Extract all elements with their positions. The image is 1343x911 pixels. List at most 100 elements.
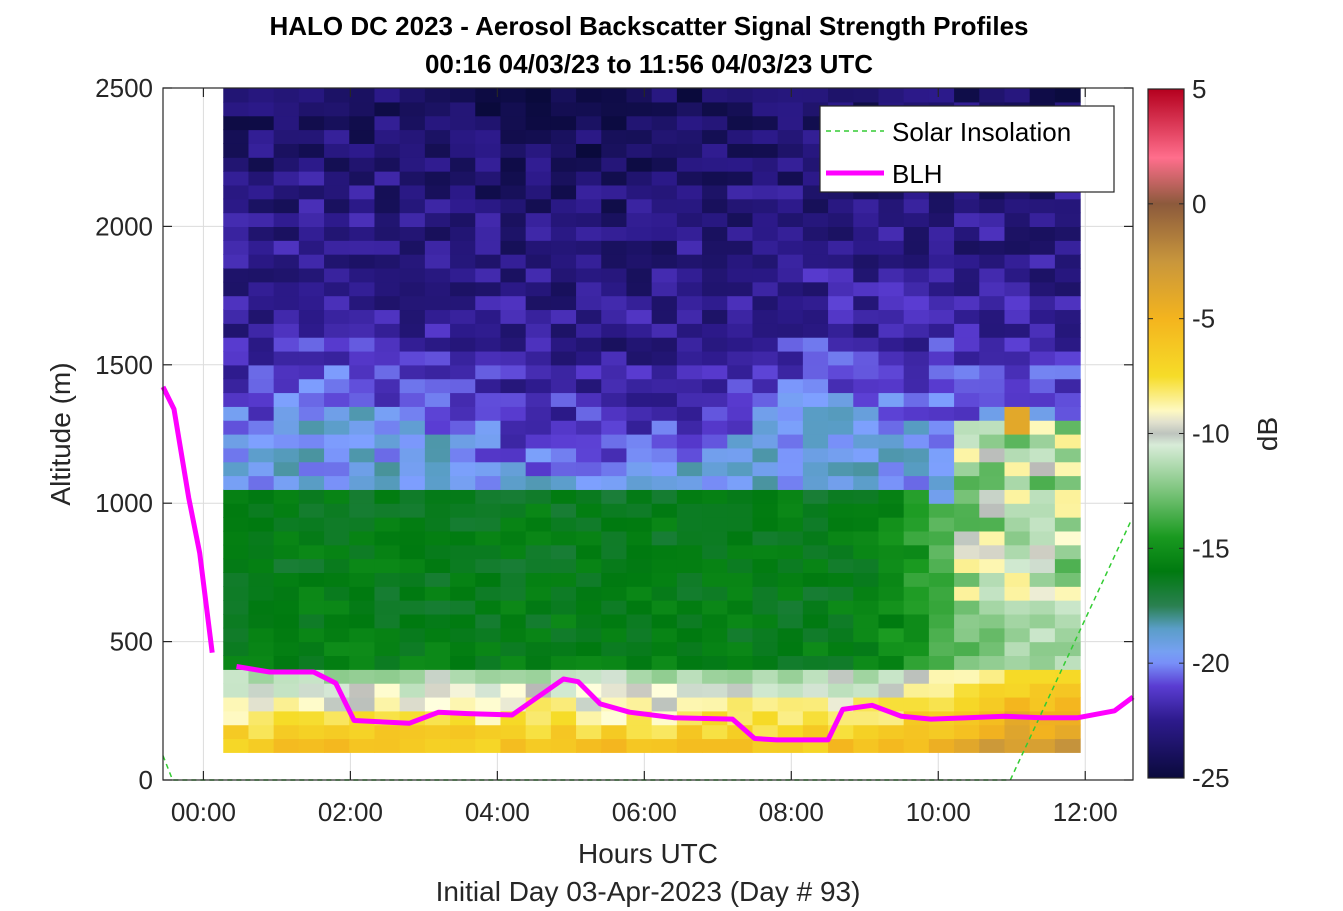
heatmap-cell: [928, 240, 955, 255]
heatmap-cell: [1029, 309, 1056, 324]
heatmap-cell: [903, 669, 930, 684]
heatmap-cell: [374, 627, 401, 643]
heatmap-cell: [954, 544, 980, 560]
heatmap-cell: [1054, 406, 1081, 421]
heatmap-cell: [273, 392, 300, 407]
heatmap-cell: [1004, 88, 1031, 103]
heatmap-cell: [450, 309, 476, 324]
heatmap-cell: [702, 738, 728, 753]
heatmap-cell: [1004, 281, 1031, 297]
heatmap-cell: [273, 129, 300, 144]
heatmap-cell: [601, 641, 628, 657]
heatmap-cell: [702, 683, 728, 698]
heatmap-cell: [475, 88, 502, 103]
heatmap-cell: [1004, 420, 1031, 435]
heatmap-cell: [550, 434, 577, 449]
heatmap-cell: [399, 226, 426, 241]
heatmap-cell: [324, 613, 350, 629]
heatmap-cell: [525, 544, 552, 560]
heatmap-cell: [626, 101, 653, 117]
heatmap-cell: [576, 738, 602, 753]
heatmap-cell: [450, 544, 476, 560]
heatmap-cell: [223, 88, 250, 103]
heatmap-cell: [1054, 558, 1081, 573]
heatmap-cell: [601, 627, 628, 643]
heatmap-cell: [752, 461, 779, 477]
heatmap-cell: [298, 240, 325, 255]
heatmap-cell: [223, 254, 250, 269]
heatmap-cell: [828, 364, 854, 380]
heatmap-cell: [676, 669, 703, 684]
heatmap-cell: [576, 198, 602, 214]
heatmap-cell: [248, 544, 275, 560]
heatmap-cell: [1004, 558, 1031, 573]
heatmap-cell: [1004, 378, 1031, 394]
heatmap-cell: [903, 254, 930, 269]
colorbar-tick-label: -5: [1192, 304, 1215, 334]
heatmap-cell: [928, 378, 955, 394]
heatmap-cell: [626, 295, 653, 311]
heatmap-cell: [223, 641, 250, 657]
heatmap-cell: [374, 544, 401, 560]
heatmap-cell: [424, 157, 451, 172]
heatmap-cell: [576, 710, 602, 726]
heatmap-cell: [248, 572, 275, 587]
heatmap-cell: [450, 572, 476, 587]
heatmap-cell: [878, 309, 905, 324]
heatmap-cell: [475, 309, 502, 324]
heatmap-cell: [223, 572, 250, 587]
heatmap-cell: [576, 184, 602, 200]
heatmap-cell: [475, 475, 502, 490]
heatmap-cell: [777, 240, 804, 255]
heatmap-cell: [273, 489, 300, 504]
heatmap-cell: [324, 392, 350, 407]
heatmap-cell: [550, 738, 577, 753]
heatmap-cell: [853, 364, 880, 380]
heatmap-cell: [576, 392, 602, 407]
heatmap-cell: [273, 309, 300, 324]
heatmap-cell: [777, 655, 804, 670]
heatmap-cell: [676, 586, 703, 601]
heatmap-cell: [525, 129, 552, 144]
heatmap-cell: [752, 586, 779, 601]
legend[interactable]: Solar Insolation BLH: [819, 105, 1115, 193]
heatmap-cell: [349, 641, 376, 657]
heatmap-cell: [576, 350, 602, 366]
heatmap-cell: [450, 669, 476, 684]
heatmap-cell: [626, 378, 653, 394]
heatmap-cell: [374, 447, 401, 463]
heatmap-cell: [802, 378, 829, 394]
heatmap-cell: [475, 226, 502, 241]
heatmap-cell: [702, 254, 728, 269]
heatmap-cell: [248, 254, 275, 269]
heatmap-cell: [928, 600, 955, 615]
heatmap-cell: [550, 724, 577, 740]
heatmap-cell: [424, 350, 451, 366]
heatmap-cell: [601, 724, 628, 740]
heatmap-cell: [752, 323, 779, 338]
heatmap-cell: [475, 157, 502, 172]
heatmap-cell: [223, 157, 250, 172]
heatmap-cell: [525, 517, 552, 532]
heatmap-cell: [676, 101, 703, 117]
heatmap-cell: [450, 157, 476, 172]
heatmap-cell: [550, 350, 577, 366]
heatmap-cell: [651, 392, 678, 407]
heatmap-cell: [979, 586, 1006, 601]
heatmap-cell: [223, 724, 250, 740]
heatmap-cell: [525, 613, 552, 629]
heatmap-cell: [475, 295, 502, 311]
heatmap-cell: [727, 696, 754, 712]
heatmap-cell: [223, 281, 250, 297]
heatmap-cell: [298, 655, 325, 670]
heatmap-cell: [1004, 586, 1031, 601]
heatmap-cell: [802, 323, 829, 338]
heatmap-cell: [903, 350, 930, 366]
heatmap-cell: [828, 198, 854, 214]
heatmap-cell: [450, 683, 476, 698]
heatmap-cell: [601, 350, 628, 366]
heatmap-cell: [752, 530, 779, 546]
heatmap-cell: [853, 710, 880, 726]
heatmap-cell: [424, 101, 451, 117]
heatmap-cell: [928, 489, 955, 504]
